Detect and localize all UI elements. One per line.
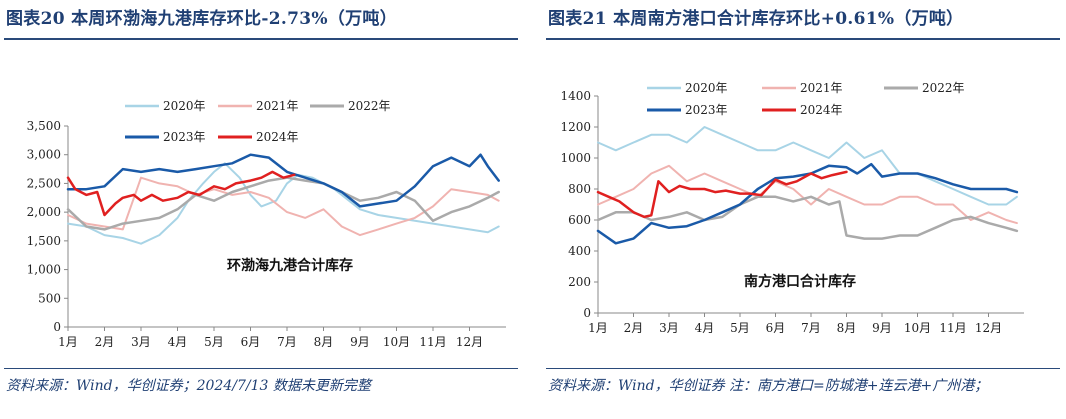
chart-inplot-title: 南方港口合计库存 bbox=[744, 273, 856, 290]
x-tick-label: 11月 bbox=[419, 335, 446, 349]
legend-label: 2023年 bbox=[163, 130, 206, 144]
y-tick-label: 600 bbox=[568, 213, 591, 227]
right-source-note: 资料来源：Wind，华创证券 注：南方港口=防城港+连云港+广州港； bbox=[548, 378, 989, 394]
x-tick-label: 2月 bbox=[624, 321, 644, 335]
right-figure-panel: 图表21 本周南方港口合计库存环比+0.61%（万吨） 0 200 400 600 80… bbox=[542, 0, 1066, 419]
x-tick-label: 9月 bbox=[872, 321, 892, 335]
y-tick-label: 1000 bbox=[560, 151, 591, 165]
x-tick-label: 6月 bbox=[766, 321, 786, 335]
x-tick-label: 12月 bbox=[456, 335, 483, 349]
y-tick-label: 1,500 bbox=[27, 234, 61, 248]
series-line-2023年 bbox=[596, 162, 1019, 245]
legend-label: 2021年 bbox=[800, 81, 843, 95]
x-tick-label: 4月 bbox=[168, 335, 188, 349]
legend-label: 2024年 bbox=[800, 103, 843, 117]
x-tick-label: 8月 bbox=[837, 321, 857, 335]
y-tick-label: 1400 bbox=[560, 89, 591, 103]
x-tick-label: 7月 bbox=[277, 335, 297, 349]
x-tick-label: 3月 bbox=[131, 335, 151, 349]
x-tick-label: 10月 bbox=[383, 335, 410, 349]
left-source-note: 资料来源：Wind，华创证券；2024/7/13 数据未更新完整 bbox=[6, 378, 371, 394]
right-figure-title: 图表21 本周南方港口合计库存环比+0.61%（万吨） bbox=[548, 9, 964, 29]
x-tick-label: 1月 bbox=[58, 335, 78, 349]
legend-label: 2022年 bbox=[348, 99, 391, 113]
left-title-rule bbox=[4, 38, 518, 40]
series-line-2020年 bbox=[67, 162, 500, 245]
chart-inplot-title: 环渤海九港合计库存 bbox=[227, 257, 353, 274]
x-tick-label: 10月 bbox=[904, 321, 931, 335]
x-tick-label: 1月 bbox=[588, 321, 608, 335]
legend-label: 2020年 bbox=[163, 99, 206, 113]
left-line-chart: 0 500 1,000 1,500 2,000 2,500 3,000 3,500 1月 2月 3月… bbox=[27, 99, 506, 349]
left-figure-title: 图表20 本周环渤海九港库存环比-2.73%（万吨） bbox=[6, 9, 397, 29]
series-line-2024年 bbox=[596, 170, 848, 219]
x-tick-label: 5月 bbox=[730, 321, 750, 335]
legend-label: 2023年 bbox=[685, 103, 728, 117]
y-tick-label: 1,000 bbox=[27, 263, 61, 277]
y-tick-label: 400 bbox=[568, 244, 591, 258]
left-source-rule bbox=[4, 368, 518, 369]
x-tick-label: 4月 bbox=[695, 321, 715, 335]
y-tick-label: 1200 bbox=[560, 120, 591, 134]
x-tick-label: 7月 bbox=[801, 321, 821, 335]
x-tick-label: 3月 bbox=[659, 321, 679, 335]
left-figure-panel: 图表20 本周环渤海九港库存环比-2.73%（万吨） 0 500 1,000 1,50… bbox=[0, 0, 524, 419]
legend-label: 2024年 bbox=[256, 130, 299, 144]
series-line-2021年 bbox=[597, 164, 1018, 225]
series-line-2024年 bbox=[66, 170, 296, 217]
series-line-2023年 bbox=[66, 153, 500, 208]
x-tick-label: 12月 bbox=[975, 321, 1002, 335]
x-tick-label: 11月 bbox=[939, 321, 966, 335]
y-tick-label: 800 bbox=[568, 182, 591, 196]
right-line-chart: 0 200 400 600 800 1000 1200 1400 1月 2月 3月 4月 5月 6月 7月 8… bbox=[560, 81, 1024, 335]
series-line-2022年 bbox=[596, 195, 1019, 240]
y-tick-label: 3,000 bbox=[27, 148, 61, 162]
y-tick-label: 3,500 bbox=[27, 119, 61, 133]
x-tick-label: 6月 bbox=[241, 335, 261, 349]
y-tick-label: 0 bbox=[583, 306, 591, 320]
legend-label: 2021年 bbox=[256, 99, 299, 113]
x-tick-label: 9月 bbox=[350, 335, 370, 349]
y-tick-label: 0 bbox=[53, 320, 61, 334]
series-line-2020年 bbox=[597, 126, 1018, 206]
x-tick-label: 5月 bbox=[204, 335, 224, 349]
legend-label: 2022年 bbox=[922, 81, 965, 95]
right-source-rule bbox=[546, 368, 1060, 369]
y-tick-label: 200 bbox=[568, 275, 591, 289]
y-tick-label: 2,500 bbox=[27, 176, 61, 190]
x-tick-label: 2月 bbox=[95, 335, 115, 349]
series-line-2021年 bbox=[67, 176, 500, 237]
x-tick-label: 8月 bbox=[314, 335, 334, 349]
y-tick-label: 500 bbox=[38, 291, 61, 305]
legend-label: 2020年 bbox=[685, 81, 728, 95]
right-title-rule bbox=[546, 38, 1060, 40]
y-tick-label: 2,000 bbox=[27, 205, 61, 219]
